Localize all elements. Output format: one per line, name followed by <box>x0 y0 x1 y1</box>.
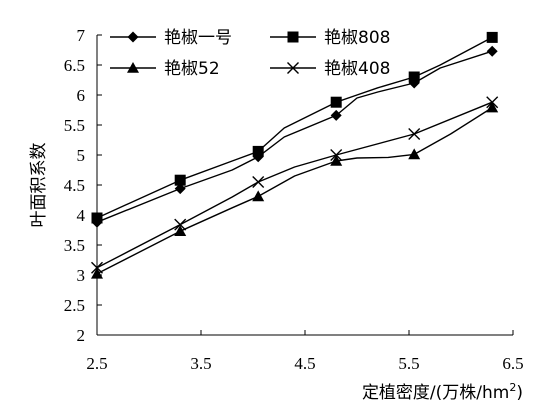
data-point-x <box>91 261 103 274</box>
marker-stroke <box>330 149 343 161</box>
legend-item-1: 艳椒一号 <box>110 28 232 48</box>
data-point-x <box>330 149 343 161</box>
series-3 <box>91 101 499 279</box>
legend-label: 艳椒408 <box>324 59 390 79</box>
marker-stroke <box>174 218 187 231</box>
data-point-x <box>174 218 187 231</box>
series-line <box>96 36 493 219</box>
legend-marker-triangle <box>127 62 139 73</box>
x-tick-label: 6.5 <box>502 354 523 373</box>
legend-label: 艳椒808 <box>324 28 390 48</box>
legend-marker-diamond <box>127 31 139 43</box>
y-tick-label: 4 <box>77 206 86 225</box>
y-tick-label: 6 <box>77 86 86 105</box>
marker-stroke <box>287 62 299 74</box>
data-point-square <box>174 174 186 186</box>
legend-item-2: 艳椒808 <box>270 28 390 48</box>
legend: 艳椒一号 艳椒808 艳椒52 艳椒408 <box>110 28 390 79</box>
series-1 <box>91 45 498 228</box>
legend-label: 艳椒52 <box>164 59 220 79</box>
data-point-x <box>486 96 499 109</box>
data-point-square <box>252 145 264 157</box>
data-point-triangle <box>330 155 343 166</box>
legend-item-3: 艳椒52 <box>110 59 220 79</box>
series-2 <box>91 31 498 224</box>
y-tick-label: 3 <box>77 266 86 285</box>
y-tick-label: 7 <box>77 26 86 45</box>
x-axis-title: 定植密度/(万株/hm2) <box>362 381 523 403</box>
data-point-x <box>408 128 421 140</box>
legend-marker-square <box>287 31 299 43</box>
data-point-square <box>91 212 103 224</box>
x-tick-label: 4.5 <box>294 354 315 373</box>
marker-stroke <box>91 261 103 274</box>
y-axis: 2 2.5 3 3.5 4 4.5 5 5.5 6 6.5 7 <box>64 26 102 345</box>
marker-stroke <box>486 96 499 109</box>
y-tick-label: 6.5 <box>64 56 85 75</box>
y-tick-label: 2.5 <box>64 296 85 315</box>
data-point-square <box>408 71 420 83</box>
data-point-x <box>252 176 265 188</box>
series-line <box>96 101 493 269</box>
x-tick-label: 2.5 <box>86 354 107 373</box>
data-point-diamond <box>486 45 498 57</box>
legend-marker-x <box>287 62 299 74</box>
data-point-diamond <box>174 183 186 195</box>
data-point-triangle <box>408 148 421 160</box>
y-tick-label: 3.5 <box>64 236 85 255</box>
data-point-triangle <box>91 267 103 279</box>
legend-item-4: 艳椒408 <box>270 59 390 79</box>
y-tick-label: 4.5 <box>64 176 85 195</box>
series-layer <box>91 31 499 279</box>
y-tick-label: 2 <box>77 326 86 345</box>
marker-stroke <box>408 128 421 140</box>
x-axis: 2.5 3.5 4.5 5.5 6.5 <box>86 330 524 373</box>
data-point-triangle <box>174 225 187 236</box>
data-point-square <box>330 96 342 108</box>
data-point-square <box>486 31 498 43</box>
x-tick-label: 5.5 <box>398 354 419 373</box>
x-tick-label: 3.5 <box>190 354 211 373</box>
legend-label: 艳椒一号 <box>164 28 232 48</box>
data-point-triangle <box>486 101 499 113</box>
y-axis-title: 叶面积系数 <box>29 143 49 228</box>
series-line <box>96 50 493 223</box>
marker-stroke <box>252 176 265 188</box>
data-point-triangle <box>252 190 265 202</box>
y-tick-label: 5.5 <box>64 116 85 135</box>
data-point-diamond <box>330 109 342 121</box>
series-4 <box>91 96 499 274</box>
y-tick-label: 5 <box>77 146 86 165</box>
